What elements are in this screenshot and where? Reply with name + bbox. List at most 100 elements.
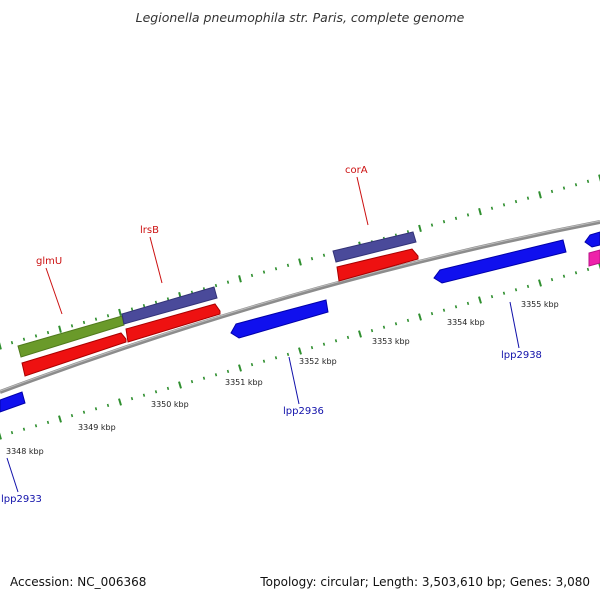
- bottom-ruler-tick: [226, 369, 230, 374]
- scale-label-3349: 3349 kbp: [78, 423, 116, 432]
- gene-reverse-lpp2933[interactable]: [0, 391, 26, 413]
- gene-reverse-lpp2938[interactable]: [433, 239, 567, 284]
- bottom-ruler-tick: [502, 291, 506, 295]
- leader-lpp2936: [288, 356, 300, 405]
- accession-text: Accession: NC_006368: [10, 575, 147, 589]
- bottom-ruler-tick: [430, 311, 434, 316]
- top-ruler-tick: [286, 263, 290, 268]
- bottom-ruler-tick: [70, 413, 74, 418]
- scale-label-3353: 3353 kbp: [372, 337, 410, 346]
- bottom-ruler-tick: [166, 386, 170, 391]
- top-ruler-tick: [0, 342, 2, 350]
- top-ruler-tick: [70, 324, 74, 328]
- bottom-ruler-tick: [442, 308, 446, 312]
- top-ruler-tick: [454, 216, 458, 221]
- bottom-ruler-tick: [550, 277, 554, 282]
- top-ruler-tick: [598, 174, 600, 182]
- bottom-ruler-tick: [202, 376, 206, 380]
- bottom-ruler-tick: [538, 279, 542, 287]
- leader-lrsB: [149, 236, 163, 284]
- top-ruler-tick: [226, 280, 230, 284]
- scale-label-3351: 3351 kbp: [225, 378, 263, 387]
- bottom-ruler-tick: [394, 322, 398, 326]
- top-ruler-tick: [526, 196, 530, 200]
- gene-magenta-edge[interactable]: [588, 249, 600, 267]
- top-ruler-tick: [34, 334, 38, 338]
- top-ruler-tick: [274, 267, 278, 271]
- bottom-ruler-tick: [34, 424, 38, 428]
- top-ruler-tick: [250, 273, 254, 278]
- top-ruler-tick: [466, 213, 470, 217]
- gene-lrsB[interactable]: [121, 286, 218, 325]
- bottom-ruler-tick: [370, 328, 374, 333]
- top-ruler-tick: [142, 303, 146, 308]
- gene-corA[interactable]: [332, 231, 417, 263]
- scale-label-3352: 3352 kbp: [299, 357, 337, 366]
- top-ruler-tick: [130, 307, 134, 311]
- top-ruler-tick: [94, 317, 98, 321]
- bottom-ruler-tick: [382, 325, 386, 329]
- scale-label-3348: 3348 kbp: [6, 447, 44, 456]
- bottom-ruler-tick: [262, 359, 266, 363]
- bottom-ruler-tick: [58, 415, 62, 423]
- label-lpp2933: lpp2933: [1, 494, 42, 505]
- bottom-ruler-tick: [586, 267, 590, 272]
- scale-label-3354: 3354 kbp: [447, 318, 485, 327]
- scale-label-3350: 3350 kbp: [151, 400, 189, 409]
- gene-forward-3[interactable]: [336, 248, 419, 282]
- top-ruler-tick: [562, 186, 566, 190]
- label-lpp2938: lpp2938: [501, 350, 542, 361]
- bottom-ruler-tick: [274, 356, 278, 360]
- top-ruler-tick: [514, 199, 518, 204]
- top-ruler-tick: [550, 189, 554, 194]
- top-ruler-tick: [154, 300, 158, 305]
- bottom-ruler-tick: [142, 393, 146, 397]
- bottom-ruler-tick: [598, 262, 600, 270]
- map-title: Legionella pneumophila str. Paris, compl…: [135, 10, 465, 25]
- bottom-ruler-tick: [358, 330, 362, 338]
- bottom-ruler-tick: [46, 420, 50, 425]
- bottom-ruler-tick: [562, 274, 566, 278]
- top-ruler-tick: [586, 179, 590, 184]
- bottom-ruler-tick: [0, 432, 2, 440]
- bottom-ruler-tick: [118, 398, 122, 406]
- bottom-ruler-tick: [82, 410, 86, 414]
- bottom-ruler-tick: [250, 362, 254, 367]
- label-lrsB: lrsB: [140, 225, 159, 236]
- top-ruler-tick: [502, 203, 506, 207]
- bottom-ruler-tick: [298, 347, 302, 355]
- bottom-ruler-tick: [10, 430, 14, 435]
- top-ruler-tick: [214, 283, 218, 288]
- top-ruler-tick: [490, 206, 494, 210]
- top-ruler-tick: [262, 270, 266, 274]
- top-ruler-tick: [118, 308, 122, 317]
- label-lpp2936: lpp2936: [283, 406, 324, 417]
- top-ruler-tick: [22, 337, 26, 341]
- gene-forward-1[interactable]: [21, 332, 127, 377]
- gene-glmU[interactable]: [17, 315, 125, 358]
- bottom-ruler-tick: [418, 313, 422, 321]
- top-ruler-tick: [322, 253, 326, 257]
- bottom-tick-ruler: [0, 262, 600, 440]
- gene-reverse-lpp2936[interactable]: [230, 299, 329, 339]
- top-ruler-tick: [442, 219, 446, 224]
- bottom-ruler-tick: [490, 294, 494, 299]
- top-ruler-tick: [418, 224, 422, 233]
- bottom-ruler-tick: [190, 379, 194, 384]
- label-glmU: glmU: [36, 256, 62, 267]
- bottom-ruler-tick: [238, 364, 242, 372]
- genome-summary-text: Topology: circular; Length: 3,503,610 bp…: [260, 575, 590, 589]
- bottom-ruler-tick: [322, 342, 326, 346]
- bottom-ruler-tick: [526, 284, 530, 289]
- leader-lpp2933: [6, 457, 19, 493]
- gene-forward-2[interactable]: [125, 303, 221, 343]
- bottom-ruler-tick: [454, 305, 458, 309]
- gene-reverse-edge[interactable]: [584, 231, 600, 248]
- bottom-ruler-tick: [286, 352, 290, 357]
- bottom-ruler-tick: [478, 296, 482, 304]
- top-ruler-tick: [478, 207, 482, 216]
- bottom-ruler-tick: [346, 335, 350, 340]
- genome-backbone-highlight: [0, 220, 600, 392]
